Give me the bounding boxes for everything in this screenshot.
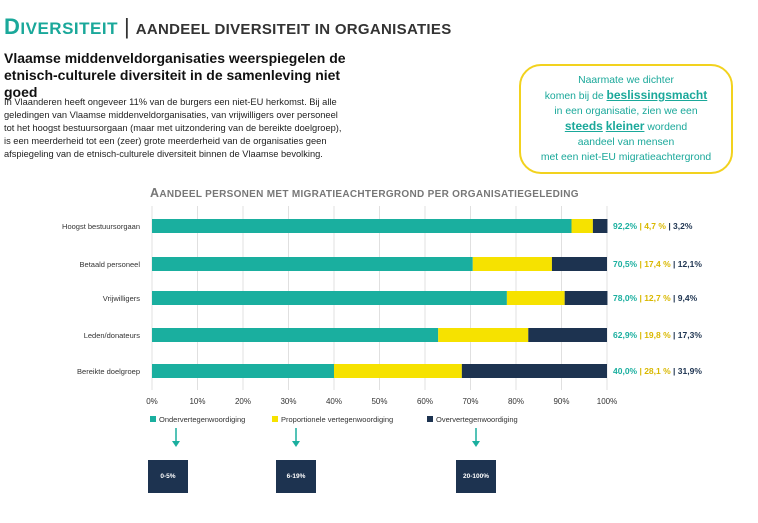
- range-box-low: 0-5%: [148, 460, 188, 493]
- category-label: Hoogst bestuursorgaan: [62, 222, 140, 231]
- legend-label: Ondervertegenwoordiging: [159, 415, 245, 424]
- brand-title: DIVERSITEIT: [4, 14, 118, 39]
- bar-segment: [472, 257, 552, 271]
- range-box-mid: 6-19%: [276, 460, 316, 493]
- bar-segment: [152, 219, 572, 233]
- value-label: 62,9% | 19,8 % | 17,3%: [613, 330, 702, 340]
- x-tick-label: 70%: [462, 397, 478, 406]
- x-tick-label: 50%: [371, 397, 387, 406]
- bar-segment: [152, 291, 507, 305]
- x-tick-label: 10%: [189, 397, 205, 406]
- bar-segment: [334, 364, 462, 378]
- bar-segment: [528, 328, 607, 342]
- page-subtitle: AANDEEL DIVERSITEIT IN ORGANISATIES: [135, 21, 452, 38]
- x-tick-label: 100%: [597, 397, 617, 406]
- arrow-mid-icon: [291, 428, 301, 448]
- value-label: 40,0% | 28,1 % | 31,9%: [613, 366, 702, 376]
- value-label: 78,0% | 12,7 % | 9,4%: [613, 293, 698, 303]
- bar-segment: [564, 291, 608, 305]
- bar-segment: [571, 219, 593, 233]
- legend-label: Oververtegenwoordiging: [436, 415, 518, 424]
- x-tick-label: 0%: [146, 397, 158, 406]
- x-tick-label: 30%: [280, 397, 296, 406]
- bar-segment: [152, 364, 334, 378]
- bar-segment: [506, 291, 565, 305]
- title-separator: |: [123, 14, 130, 39]
- category-label: Leden/donateurs: [84, 331, 141, 340]
- legend-swatch: [272, 416, 278, 422]
- category-label: Betaald personeel: [80, 260, 141, 269]
- arrow-low-icon: [171, 428, 181, 448]
- intro-paragraph: In Vlaanderen heeft ongeveer 11% van de …: [4, 97, 342, 159]
- x-tick-label: 90%: [553, 397, 569, 406]
- bar-segment: [152, 328, 439, 342]
- category-label: Bereikte doelgroep: [77, 367, 140, 376]
- bar-segment: [461, 364, 607, 378]
- x-tick-label: 60%: [417, 397, 433, 406]
- category-label: Vrijwilligers: [103, 294, 140, 303]
- x-tick-label: 20%: [235, 397, 251, 406]
- chart-title: AANDEEL PERSONEN MET MIGRATIEACHTERGROND…: [150, 186, 579, 200]
- callout-box: Naarmate we dichter komen bij de besliss…: [519, 64, 733, 174]
- x-tick-label: 80%: [508, 397, 524, 406]
- bar-segment: [438, 328, 529, 342]
- legend-swatch: [150, 416, 156, 422]
- value-label: 70,5% | 17,4 % | 12,1%: [613, 259, 702, 269]
- range-box-high: 20-100%: [456, 460, 496, 493]
- header: DIVERSITEIT | AANDEEL DIVERSITEIT IN ORGAN…: [4, 14, 452, 40]
- legend-swatch: [427, 416, 433, 422]
- bar-segment: [152, 257, 473, 271]
- x-tick-label: 40%: [326, 397, 342, 406]
- lead-text: Vlaamse middenveldorganisaties weerspieg…: [4, 50, 346, 100]
- legend-label: Proportionele vertegenwoordiging: [281, 415, 393, 424]
- bar-segment: [592, 219, 608, 233]
- bar-segment: [551, 257, 607, 271]
- callout-emphasis: beslissingsmacht: [606, 88, 708, 102]
- arrow-high-icon: [471, 428, 481, 448]
- value-label: 92,2% | 4,7 % | 3,2%: [613, 221, 693, 231]
